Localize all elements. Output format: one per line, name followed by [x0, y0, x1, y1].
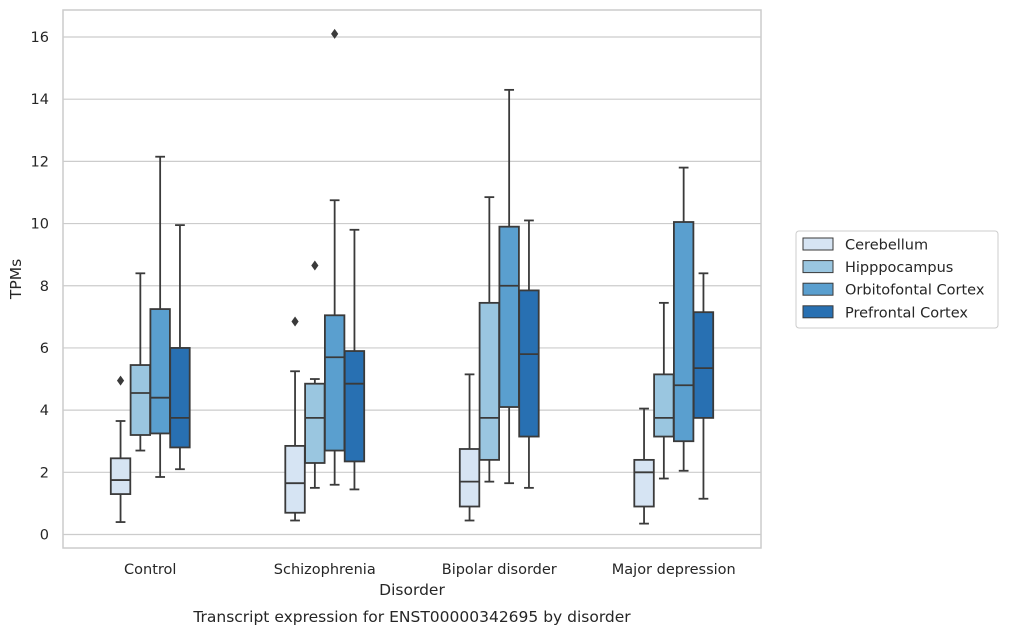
y-tick-label: 6: [40, 341, 49, 357]
outlier-point: [116, 375, 125, 386]
legend-swatch: [802, 282, 834, 296]
iqr-box: [129, 364, 152, 436]
plot-background: [63, 10, 761, 548]
box-plot: [109, 375, 132, 523]
iqr-box: [653, 373, 675, 438]
legend-label: Cerebellum: [845, 238, 928, 254]
iqr-box: [109, 457, 132, 495]
iqr-box: [458, 448, 481, 508]
iqr-box: [518, 289, 540, 438]
iqr-box: [323, 314, 346, 452]
y-tick-label: 10: [31, 217, 49, 233]
y-tick-label: 16: [31, 30, 49, 46]
y-axis-title: TPMs: [7, 259, 25, 300]
plot-frame: [62, 9, 762, 549]
legend-label: Hipppocampus: [845, 260, 953, 276]
box-plot: [149, 155, 171, 478]
x-tick-labels: Control Schizophrenia Bipolar disorder Majo…: [124, 562, 736, 578]
x-axis-title: Disorder: [379, 581, 445, 599]
box-plot: [518, 219, 540, 489]
iqr-box: [633, 458, 655, 508]
outlier-point: [291, 316, 299, 327]
legend: Cerebellum Hipppocampus Orbitofontal Corte…: [795, 230, 999, 329]
iqr-box: [304, 382, 326, 464]
outlier-point: [331, 28, 339, 39]
y-tick-label: 2: [40, 465, 49, 481]
y-tick-label: 0: [40, 528, 49, 544]
legend-label: Orbitofontal Cortex: [845, 283, 985, 299]
x-tick-label: Bipolar disorder: [442, 562, 557, 578]
box-plot: [304, 260, 326, 489]
legend-frame: [795, 230, 999, 329]
iqr-box: [284, 444, 306, 514]
outlier-point: [311, 260, 319, 271]
box-plot: [169, 224, 191, 471]
box-plot: [284, 316, 306, 522]
y-tick-label: 14: [31, 92, 49, 108]
figure-caption: Transcript expression for ENST0000034269…: [192, 608, 631, 626]
x-tick-label: Schizophrenia: [274, 562, 376, 578]
y-tick-label: 4: [40, 403, 49, 419]
box-plot: [633, 407, 655, 525]
legend-swatch: [802, 305, 834, 319]
y-tick-label: 12: [31, 154, 49, 170]
box-plot: [692, 272, 715, 500]
iqr-box: [478, 301, 501, 461]
iqr-box: [673, 221, 695, 443]
box-plot: [458, 373, 481, 522]
iqr-box: [169, 347, 191, 449]
iqr-box: [498, 225, 520, 408]
x-tick-label: Control: [124, 562, 176, 578]
y-tick-labels: 0 2 4 6 8 10 12 14 16: [31, 30, 49, 544]
box-plots: [109, 28, 715, 525]
legend-label: Prefrontal Cortex: [845, 305, 968, 321]
box-plot: [343, 228, 366, 491]
legend-swatch: [802, 237, 834, 251]
iqr-box: [692, 311, 715, 419]
iqr-box: [343, 350, 366, 463]
legend-swatch: [802, 260, 834, 274]
y-tick-label: 8: [40, 279, 49, 295]
iqr-box: [149, 308, 171, 435]
x-tick-label: Major depression: [612, 562, 736, 578]
box-plot: [498, 88, 520, 485]
